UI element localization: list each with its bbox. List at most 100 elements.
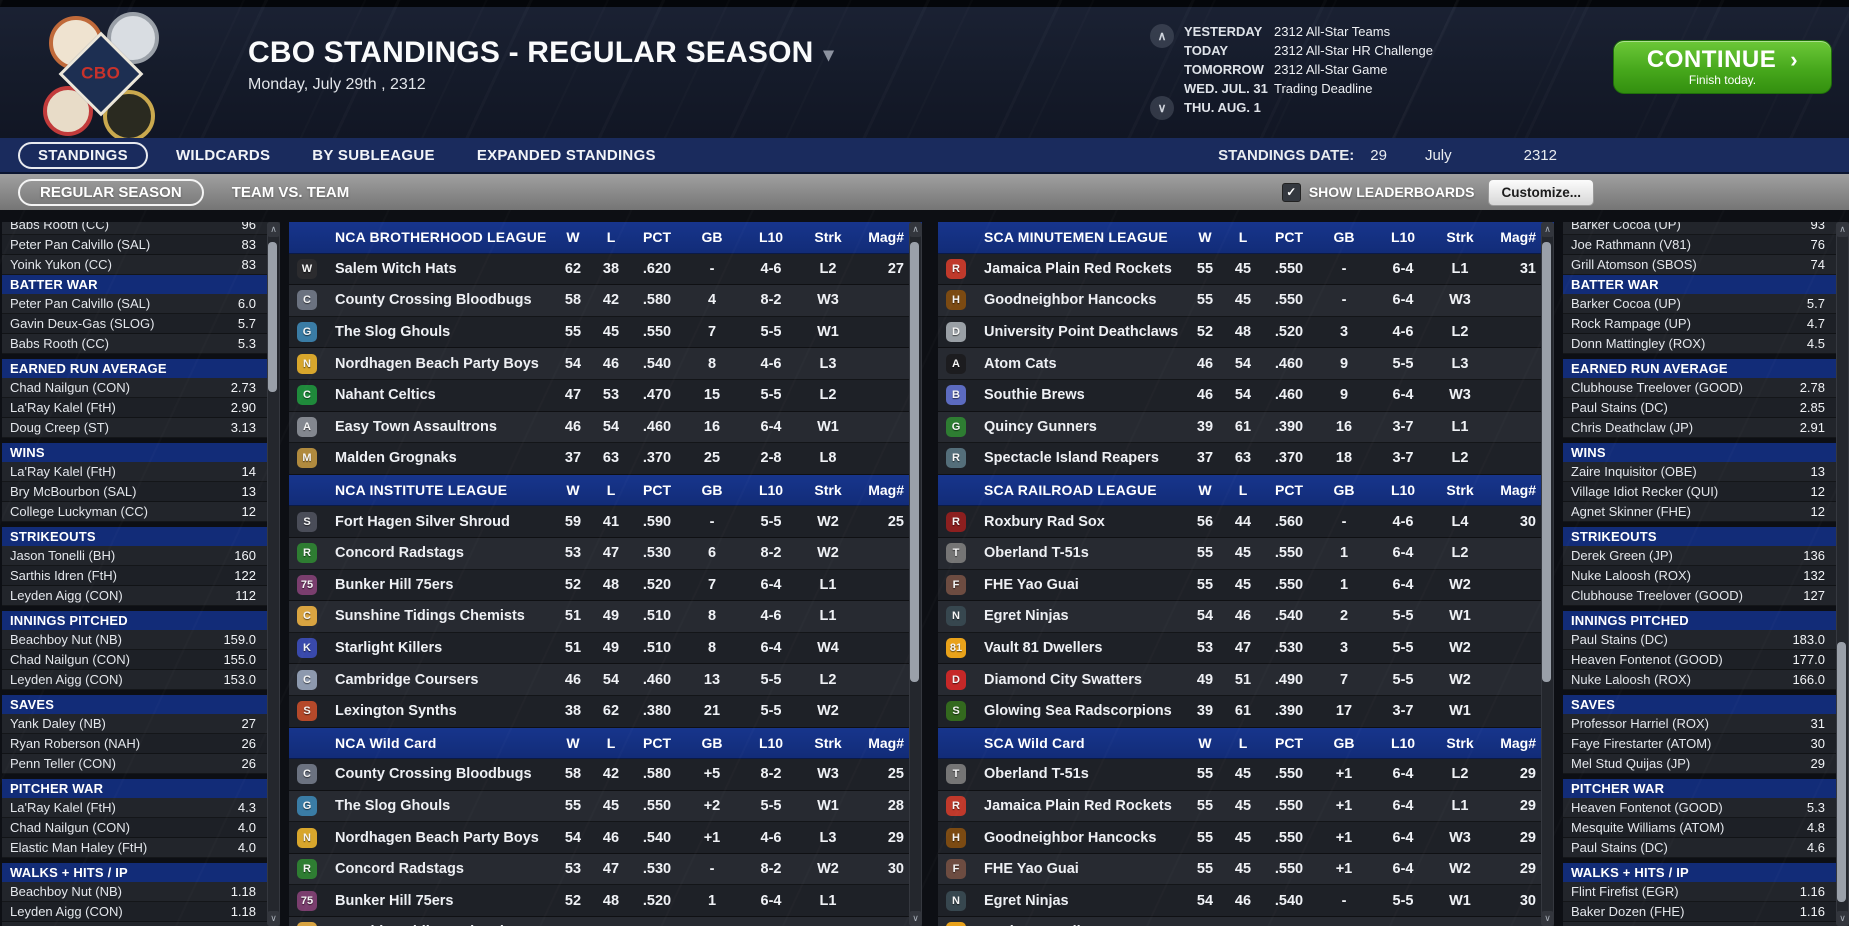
team-row[interactable]: M Malden Grognaks 37 63 .370 25 2-8 L8 [289,443,922,475]
team-name[interactable]: Bunker Hill 75ers [335,576,454,593]
standings-date-day[interactable]: 29 [1370,146,1387,164]
tab-by-subleague[interactable]: BY SUBLEAGUE [312,146,435,164]
standings-column-header[interactable]: L [606,482,616,499]
team-name[interactable]: Quincy Gunners [984,418,1097,435]
team-row[interactable]: 81 Vault 81 Dwellers 53 47 .530 3 5-5 W2 [938,632,1554,665]
scrollbar-thumb[interactable] [1837,642,1846,902]
team-row[interactable]: C County Crossing Bloodbugs 58 42 .580 4 8-2 W3 [289,285,922,317]
team-row[interactable]: B Southie Brews 46 54 .460 9 6-4 W3 [938,379,1554,412]
leader-row[interactable]: Beachboy Nut (NB) 1.18 [2,882,280,902]
tab-wildcards[interactable]: WILDCARDS [175,146,271,164]
team-row[interactable]: N Egret Ninjas 54 46 .540 2 5-5 W1 [938,601,1554,633]
team-row[interactable]: R Jamaica Plain Red Rockets 55 45 .550 +1 6-4 L… [938,790,1554,823]
leader-row[interactable]: Professor Harriel (ROX) 31 [1563,714,1849,734]
team-row[interactable]: T Oberland T-51s 55 45 .550 1 6-4 L2 [938,537,1554,570]
standings-column-header[interactable]: PCT [1275,482,1303,499]
leader-row[interactable]: Chad Nailgun (CON) 155.0 [2,650,280,670]
team-row[interactable]: 75 Bunker Hill 75ers 52 48 .520 1 6-4 L1 [289,885,922,918]
leader-row[interactable]: Paul Stains (DC) 4.6 [1563,838,1849,858]
standings-date-month[interactable]: July [1424,146,1452,164]
leader-row[interactable]: Barker Cocoa (UP) 5.7 [1563,294,1849,314]
leader-row[interactable]: Village Idiot Recker (QUI) 12 [1563,482,1849,502]
team-name[interactable]: Lexington Synths [335,703,457,720]
tab-expanded-standings[interactable]: EXPANDED STANDINGS [476,146,656,164]
leader-row[interactable]: Chris Deathclaw (JP) 2.91 [1563,418,1849,438]
leader-row[interactable]: Paul Stains (DC) 2.85 [1563,398,1849,418]
standings-column-header[interactable]: PCT [1275,229,1303,246]
leader-row[interactable]: Nuke Laloosh (ROX) 132 [1563,566,1849,586]
team-name[interactable]: Nahant Celtics [335,387,436,404]
team-name[interactable]: Cambridge Coursers [335,671,479,688]
standings-column-header[interactable]: GB [701,482,723,499]
team-name[interactable]: Roxbury Rad Sox [984,513,1105,530]
schedule-down-icon[interactable]: ∨ [1150,96,1174,120]
leader-row[interactable]: La'Ray Kalel (FtH) 14 [2,462,280,482]
leader-row[interactable]: Leyden Aigg (CON) 153.0 [2,670,280,690]
standings-column-header[interactable]: Mag# [1500,482,1536,499]
team-name[interactable]: Sunshine Tidings Chemists [321,924,554,926]
leader-row[interactable]: Barker Cocoa (UP) 93 [1563,222,1849,235]
leader-row[interactable]: Paul Stains (DC) 183.0 [1563,630,1849,650]
team-name[interactable]: Spectacle Island Reapers [984,450,1159,467]
scrollbar-up-icon[interactable]: ∧ [909,222,922,237]
standings-column-header[interactable]: W [1198,734,1212,751]
team-row[interactable]: G Quincy Gunners 39 61 .390 16 3-7 L1 [938,411,1554,444]
leader-row[interactable]: Heaven Fontenot (GOOD) 5.3 [1563,798,1849,818]
show-leaderboards-toggle[interactable]: ✓ SHOW LEADERBOARDS [1281,182,1474,202]
standings-column-header[interactable]: Strk [1446,734,1474,751]
standings-column-header[interactable]: L10 [758,734,784,751]
team-row[interactable]: C Nahant Celtics 47 53 .470 15 5-5 L2 [289,379,922,412]
team-name[interactable]: Jamaica Plain Red Rockets [984,260,1172,277]
leader-row[interactable]: Mel Stud Quijas (JP) 29 [1563,754,1849,774]
scrollbar-down-icon[interactable]: ∨ [1836,911,1849,926]
leader-row[interactable]: Peter Pan Calvillo (SAL) 6.0 [2,294,280,314]
team-row[interactable]: A Atom Cats 46 54 .460 9 5-5 L3 [938,348,1554,380]
standings-column-header[interactable]: L10 [758,229,784,246]
standings-column-header[interactable]: GB [1333,482,1355,499]
team-name[interactable]: Egret Ninjas [984,608,1069,625]
leader-row[interactable]: Derek Green (JP) 136 [1563,546,1849,566]
leader-row[interactable]: Penn Teller (CON) 26 [2,754,280,774]
standings-column-header[interactable]: Strk [1446,482,1474,499]
leader-row[interactable]: Mister Burns (GOOD)1.18 [1563,922,1849,926]
schedule-event[interactable]: Trading Deadline [1274,81,1373,96]
leader-row[interactable]: Babs Rooth (CC) 96 [2,222,280,235]
leader-row[interactable]: Ryan Roberson (NAH) 26 [2,734,280,754]
leader-row[interactable]: Peter Pan Calvillo (SAL) 83 [2,235,280,255]
leader-row[interactable]: Agnet Skinner (FHE) 12 [1563,502,1849,522]
standings-column-header[interactable]: L10 [1390,734,1416,751]
standings-column-header[interactable]: PCT [643,229,671,246]
leader-row[interactable]: Heaven Fontenot (GOOD) 177.0 [1563,650,1849,670]
standings-column-header[interactable]: GB [701,734,723,751]
leader-row[interactable]: Sarthis Idren (FtH) 122 [2,566,280,586]
team-row[interactable]: 75 Bunker Hill 75ers 52 48 .520 7 6-4 L1 [289,569,922,602]
schedule-event[interactable]: 2312 All-Star HR Challenge [1274,43,1433,58]
leader-row[interactable]: Chad Nailgun (CON)1.19 [2,922,280,926]
team-row[interactable]: T Oberland T-51s 55 45 .550 +1 6-4 L2 29 [938,759,1554,791]
standings-column-header[interactable]: Strk [814,229,842,246]
scrollbar-up-icon[interactable]: ∧ [1541,222,1554,237]
team-row[interactable]: N Egret Ninjas 54 46 .540 - 5-5 W1 30 [938,885,1554,918]
team-name[interactable]: Egret Ninjas [984,892,1069,909]
scrollbar-down-icon[interactable]: ∨ [909,911,922,926]
team-row[interactable]: H Goodneighbor Hancocks 55 45 .550 - 6-4 W3 [938,285,1554,317]
leader-row[interactable]: Elastic Man Haley (FtH) 4.0 [2,838,280,858]
team-row[interactable]: F FHE Yao Guai 55 45 .550 1 6-4 W2 [938,569,1554,602]
leader-row[interactable]: Chad Nailgun (CON) 4.0 [2,818,280,838]
team-row[interactable]: S Glowing Sea Radscorpions 39 61 .390 17 3-7 W1 [938,695,1554,728]
team-name[interactable]: The Slog Ghouls [335,324,451,341]
scrollbar-down-icon[interactable]: ∨ [267,911,280,926]
team-name[interactable]: Jamaica Plain Red Rockets [984,797,1172,814]
team-name[interactable]: Concord Radstags [335,545,464,562]
team-name[interactable]: Vault 81 Dwellers [970,924,1186,926]
leader-row[interactable]: Jason Tonelli (BH) 160 [2,546,280,566]
team-row[interactable]: C Cambridge Coursers 46 54 .460 13 5-5 L2 [289,664,922,696]
standings-column-header[interactable]: PCT [643,734,671,751]
leader-row[interactable]: Beachboy Nut (NB) 159.0 [2,630,280,650]
team-row[interactable]: S Lexington Synths 38 62 .380 21 5-5 W2 [289,695,922,728]
team-name[interactable]: Southie Brews [984,387,1085,404]
standings-column-header[interactable]: L10 [758,482,784,499]
standings-column-header[interactable]: GB [1333,734,1355,751]
leader-row[interactable]: Faye Firestarter (ATOM) 30 [1563,734,1849,754]
